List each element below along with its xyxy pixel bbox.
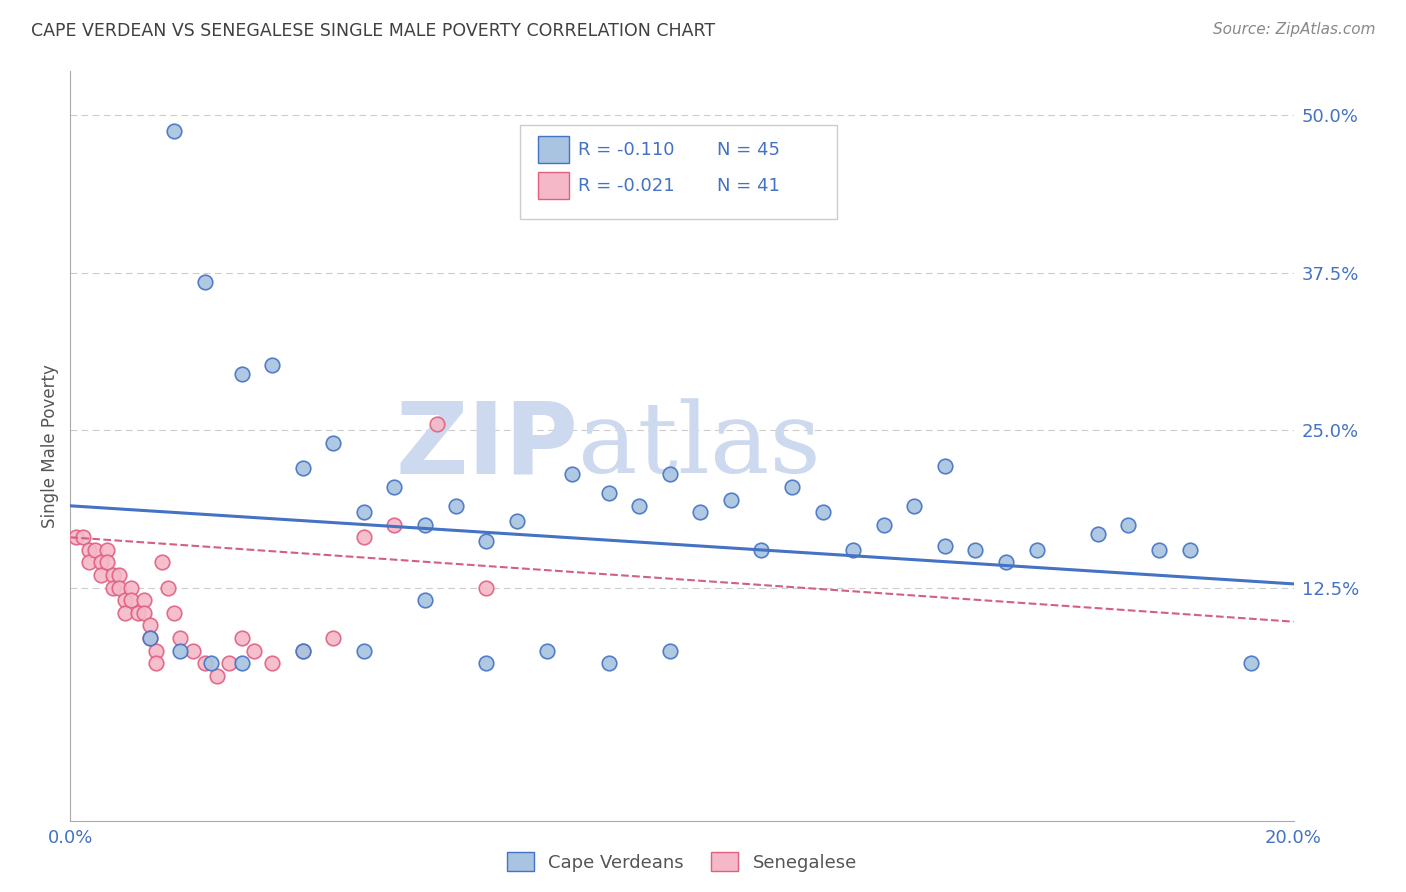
Point xyxy=(291,643,314,657)
Point xyxy=(475,581,498,595)
Point xyxy=(243,643,266,657)
Point xyxy=(780,480,803,494)
Point xyxy=(506,514,529,528)
Point xyxy=(1118,517,1140,532)
Text: R = -0.021: R = -0.021 xyxy=(578,177,675,194)
Point xyxy=(139,631,162,645)
Text: N = 41: N = 41 xyxy=(717,177,780,194)
Point xyxy=(231,657,253,671)
Point xyxy=(96,542,118,557)
Point xyxy=(163,123,186,137)
Text: N = 45: N = 45 xyxy=(717,141,780,159)
Point xyxy=(108,568,131,582)
Point xyxy=(218,657,240,671)
Text: atlas: atlas xyxy=(578,398,821,494)
Point xyxy=(65,530,87,544)
Point xyxy=(598,486,620,500)
Point xyxy=(353,530,375,544)
Point xyxy=(413,593,436,607)
Point xyxy=(231,631,253,645)
Point xyxy=(353,643,375,657)
Point xyxy=(121,593,143,607)
Point xyxy=(139,631,162,645)
Point xyxy=(262,657,284,671)
Point xyxy=(291,643,314,657)
Point xyxy=(322,435,344,450)
Point xyxy=(995,556,1018,570)
Point xyxy=(194,275,217,289)
Point xyxy=(842,542,865,557)
Point xyxy=(139,618,162,632)
Point xyxy=(291,461,314,475)
Point xyxy=(353,505,375,519)
Point xyxy=(903,499,925,513)
Point xyxy=(1178,542,1201,557)
Point xyxy=(413,517,436,532)
Text: ZIP: ZIP xyxy=(395,398,578,494)
Point xyxy=(598,657,620,671)
Point xyxy=(169,631,191,645)
Point xyxy=(475,657,498,671)
Text: R = -0.110: R = -0.110 xyxy=(578,141,675,159)
Point xyxy=(90,556,112,570)
Point xyxy=(83,542,105,557)
Point xyxy=(426,417,449,431)
Legend: Cape Verdeans, Senegalese: Cape Verdeans, Senegalese xyxy=(499,846,865,879)
Point xyxy=(114,593,136,607)
Point xyxy=(205,669,228,683)
Point xyxy=(96,556,118,570)
Point xyxy=(1240,657,1263,671)
Point xyxy=(689,505,711,519)
Point xyxy=(475,534,498,549)
Point xyxy=(1147,542,1170,557)
Point xyxy=(121,581,143,595)
Point xyxy=(262,358,284,372)
Point xyxy=(628,499,651,513)
Point xyxy=(384,480,406,494)
Point xyxy=(101,581,124,595)
Point xyxy=(145,657,167,671)
Point xyxy=(127,606,149,620)
Point xyxy=(145,643,167,657)
Point xyxy=(561,467,583,482)
Point xyxy=(108,581,131,595)
Point xyxy=(157,581,180,595)
Point xyxy=(132,606,155,620)
Point xyxy=(132,593,155,607)
Point xyxy=(90,568,112,582)
Point xyxy=(77,542,100,557)
Point xyxy=(751,542,773,557)
Point xyxy=(150,556,173,570)
Point xyxy=(77,556,100,570)
Point xyxy=(101,568,124,582)
Y-axis label: Single Male Poverty: Single Male Poverty xyxy=(41,364,59,528)
Point xyxy=(658,643,681,657)
Point xyxy=(231,367,253,381)
Point xyxy=(965,542,987,557)
Text: Source: ZipAtlas.com: Source: ZipAtlas.com xyxy=(1212,22,1375,37)
Point xyxy=(194,657,217,671)
Point xyxy=(163,606,186,620)
Point xyxy=(1087,526,1109,541)
Text: CAPE VERDEAN VS SENEGALESE SINGLE MALE POVERTY CORRELATION CHART: CAPE VERDEAN VS SENEGALESE SINGLE MALE P… xyxy=(31,22,716,40)
Point xyxy=(169,643,191,657)
Point xyxy=(384,517,406,532)
Point xyxy=(72,530,94,544)
Point xyxy=(934,458,956,473)
Point xyxy=(536,643,558,657)
Point xyxy=(322,631,344,645)
Point xyxy=(200,657,222,671)
Point xyxy=(934,539,956,553)
Point xyxy=(181,643,204,657)
Point xyxy=(873,517,896,532)
Point xyxy=(444,499,467,513)
Point xyxy=(1025,542,1047,557)
Point xyxy=(114,606,136,620)
Point xyxy=(811,505,834,519)
Point xyxy=(720,492,742,507)
Point xyxy=(658,467,681,482)
